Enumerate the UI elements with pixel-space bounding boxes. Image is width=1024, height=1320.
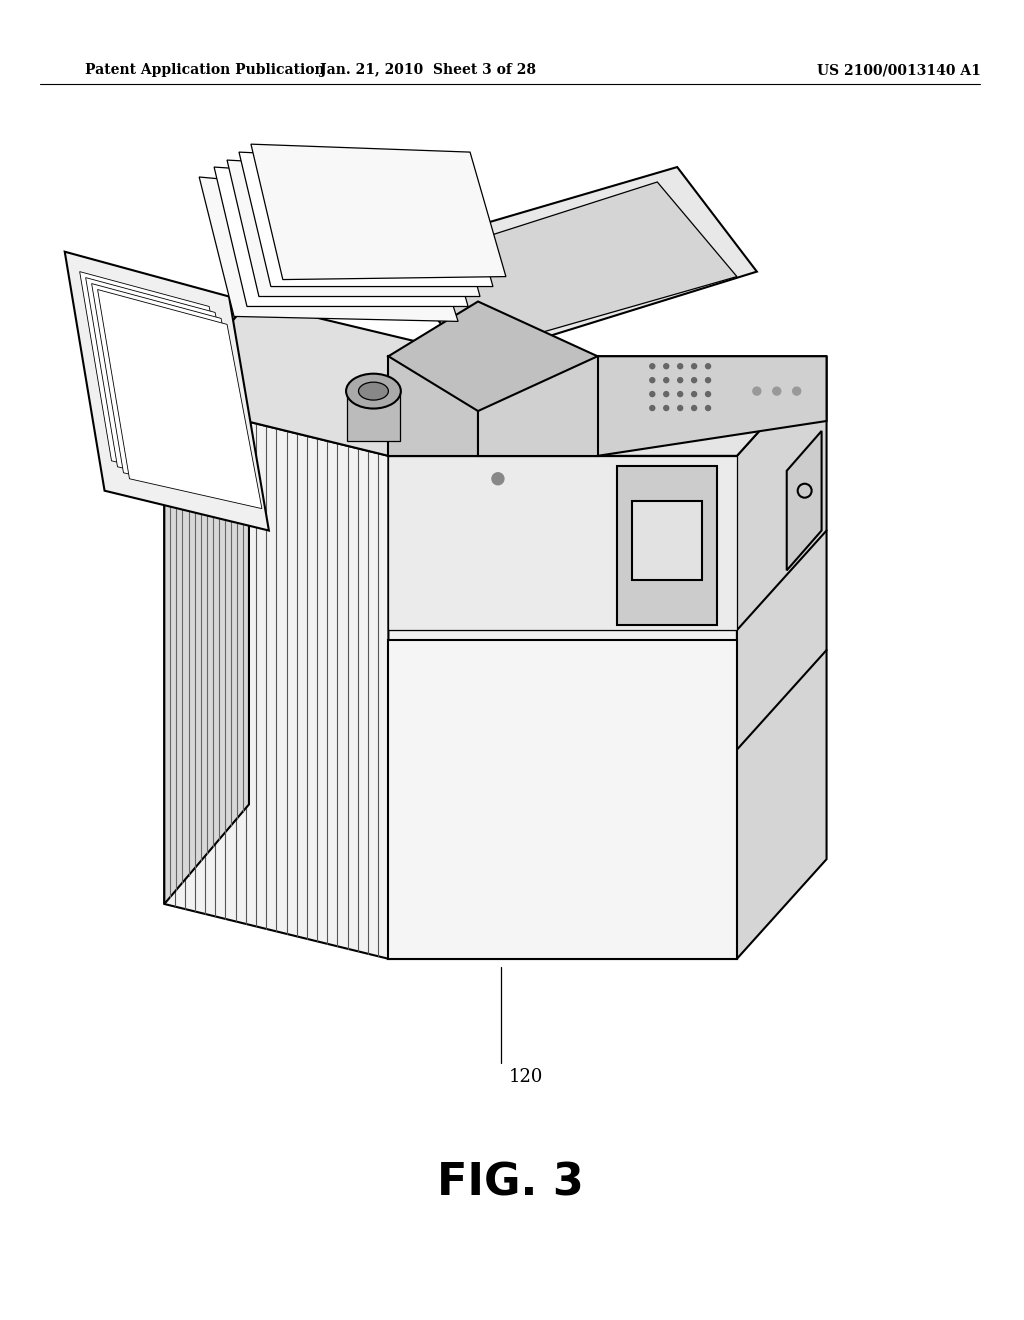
Polygon shape bbox=[251, 144, 506, 280]
Polygon shape bbox=[388, 168, 757, 362]
Ellipse shape bbox=[358, 383, 388, 400]
Polygon shape bbox=[633, 500, 702, 581]
Polygon shape bbox=[65, 252, 269, 531]
Circle shape bbox=[650, 405, 654, 411]
Text: Jan. 21, 2010  Sheet 3 of 28: Jan. 21, 2010 Sheet 3 of 28 bbox=[321, 63, 537, 78]
Circle shape bbox=[664, 405, 669, 411]
Circle shape bbox=[706, 364, 711, 368]
Text: FIG. 3: FIG. 3 bbox=[436, 1162, 584, 1204]
Polygon shape bbox=[200, 177, 458, 321]
Circle shape bbox=[650, 378, 654, 383]
Circle shape bbox=[664, 364, 669, 368]
Circle shape bbox=[793, 387, 801, 395]
Circle shape bbox=[706, 378, 711, 383]
Circle shape bbox=[691, 378, 696, 383]
Circle shape bbox=[753, 387, 761, 395]
Polygon shape bbox=[346, 391, 400, 441]
Circle shape bbox=[691, 405, 696, 411]
Polygon shape bbox=[239, 152, 493, 286]
Circle shape bbox=[773, 387, 780, 395]
Polygon shape bbox=[86, 277, 250, 496]
Polygon shape bbox=[91, 284, 256, 503]
Polygon shape bbox=[164, 401, 388, 958]
Text: 120: 120 bbox=[509, 1068, 544, 1086]
Polygon shape bbox=[164, 301, 478, 455]
Polygon shape bbox=[164, 301, 249, 904]
Circle shape bbox=[691, 364, 696, 368]
Ellipse shape bbox=[346, 374, 400, 409]
Polygon shape bbox=[388, 640, 737, 958]
Polygon shape bbox=[227, 160, 480, 297]
Circle shape bbox=[650, 364, 654, 368]
Circle shape bbox=[706, 392, 711, 396]
Polygon shape bbox=[617, 466, 717, 626]
Polygon shape bbox=[388, 356, 478, 455]
Polygon shape bbox=[97, 289, 262, 508]
Polygon shape bbox=[80, 272, 244, 491]
Circle shape bbox=[492, 473, 504, 484]
Polygon shape bbox=[786, 430, 821, 570]
Polygon shape bbox=[409, 182, 737, 356]
Polygon shape bbox=[478, 356, 598, 455]
Circle shape bbox=[706, 405, 711, 411]
Circle shape bbox=[664, 378, 669, 383]
Circle shape bbox=[678, 378, 683, 383]
Text: Patent Application Publication: Patent Application Publication bbox=[85, 63, 325, 78]
Polygon shape bbox=[737, 356, 826, 958]
Circle shape bbox=[650, 392, 654, 396]
Circle shape bbox=[664, 392, 669, 396]
Polygon shape bbox=[388, 301, 598, 411]
Polygon shape bbox=[388, 356, 826, 455]
Polygon shape bbox=[598, 356, 826, 455]
Polygon shape bbox=[388, 455, 737, 630]
Polygon shape bbox=[388, 455, 737, 958]
Text: US 2100/0013140 A1: US 2100/0013140 A1 bbox=[816, 63, 981, 78]
Circle shape bbox=[678, 392, 683, 396]
Circle shape bbox=[691, 392, 696, 396]
Circle shape bbox=[678, 405, 683, 411]
Polygon shape bbox=[214, 168, 468, 306]
Circle shape bbox=[678, 364, 683, 368]
